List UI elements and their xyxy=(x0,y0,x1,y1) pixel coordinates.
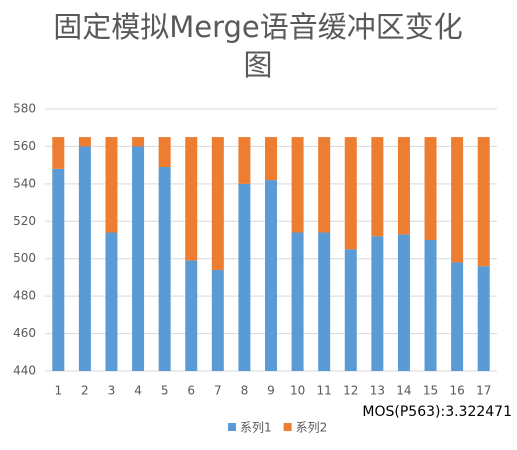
bar xyxy=(132,146,145,371)
x-tick-label: 17 xyxy=(476,384,491,398)
bar xyxy=(211,137,224,270)
bar xyxy=(424,240,437,371)
y-tick-label: 500 xyxy=(13,251,36,265)
x-tick-label: 1 xyxy=(54,384,62,398)
bar xyxy=(451,137,464,263)
x-tick-label: 12 xyxy=(343,384,358,398)
bar xyxy=(265,137,277,181)
y-tick-label: 480 xyxy=(13,289,36,303)
bar xyxy=(291,232,304,371)
bar xyxy=(318,137,331,233)
bar xyxy=(238,183,251,371)
bar xyxy=(265,180,277,371)
y-tick-label: 540 xyxy=(13,176,36,190)
x-tick-label: 14 xyxy=(396,384,411,398)
legend-swatch xyxy=(283,423,292,431)
bar xyxy=(424,137,437,240)
bar xyxy=(78,137,91,147)
annotation: MOS(P563):3.322471 xyxy=(362,404,512,420)
x-tick-label: 10 xyxy=(290,384,305,398)
bar xyxy=(318,232,331,371)
bar xyxy=(105,137,118,233)
legend-label: 系列1 xyxy=(240,421,272,435)
bar xyxy=(344,249,357,371)
bar xyxy=(78,146,91,371)
bar xyxy=(397,234,410,371)
x-tick-label: 8 xyxy=(241,384,249,398)
bar xyxy=(344,137,357,250)
y-tick-label: 580 xyxy=(13,102,36,116)
y-tick-label: 560 xyxy=(13,139,36,153)
x-tick-label: 11 xyxy=(317,384,332,398)
x-tick-label: 15 xyxy=(423,384,438,398)
x-tick-label: 7 xyxy=(214,384,222,398)
bar xyxy=(211,269,224,371)
bar xyxy=(451,262,464,371)
x-tick-label: 13 xyxy=(370,384,385,398)
x-tick-label: 5 xyxy=(161,384,169,398)
bar xyxy=(238,137,251,184)
x-tick-label: 4 xyxy=(134,384,142,398)
legend-label: 系列2 xyxy=(296,421,328,435)
bar xyxy=(105,232,118,371)
bar xyxy=(291,137,304,233)
x-tick-label: 3 xyxy=(108,384,116,398)
x-tick-label: 6 xyxy=(187,384,195,398)
x-tick-label: 9 xyxy=(267,384,275,398)
bar xyxy=(185,260,198,371)
bar xyxy=(371,137,384,237)
bar xyxy=(158,167,171,371)
bar xyxy=(397,137,410,235)
x-tick-label: 16 xyxy=(449,384,464,398)
y-tick-label: 460 xyxy=(13,326,36,340)
y-tick-label: 440 xyxy=(13,364,36,378)
bar xyxy=(477,137,490,267)
bar xyxy=(132,137,145,147)
bar xyxy=(52,137,65,169)
y-tick-label: 520 xyxy=(13,214,36,228)
bar xyxy=(371,236,384,371)
legend-swatch xyxy=(228,423,236,431)
x-tick-label: 2 xyxy=(81,384,89,398)
bar xyxy=(158,137,171,168)
bar xyxy=(477,266,490,371)
chart-title: 固定模拟Merge语音缓冲区变化图 xyxy=(53,10,463,82)
bar xyxy=(185,137,198,261)
bar xyxy=(52,168,65,371)
